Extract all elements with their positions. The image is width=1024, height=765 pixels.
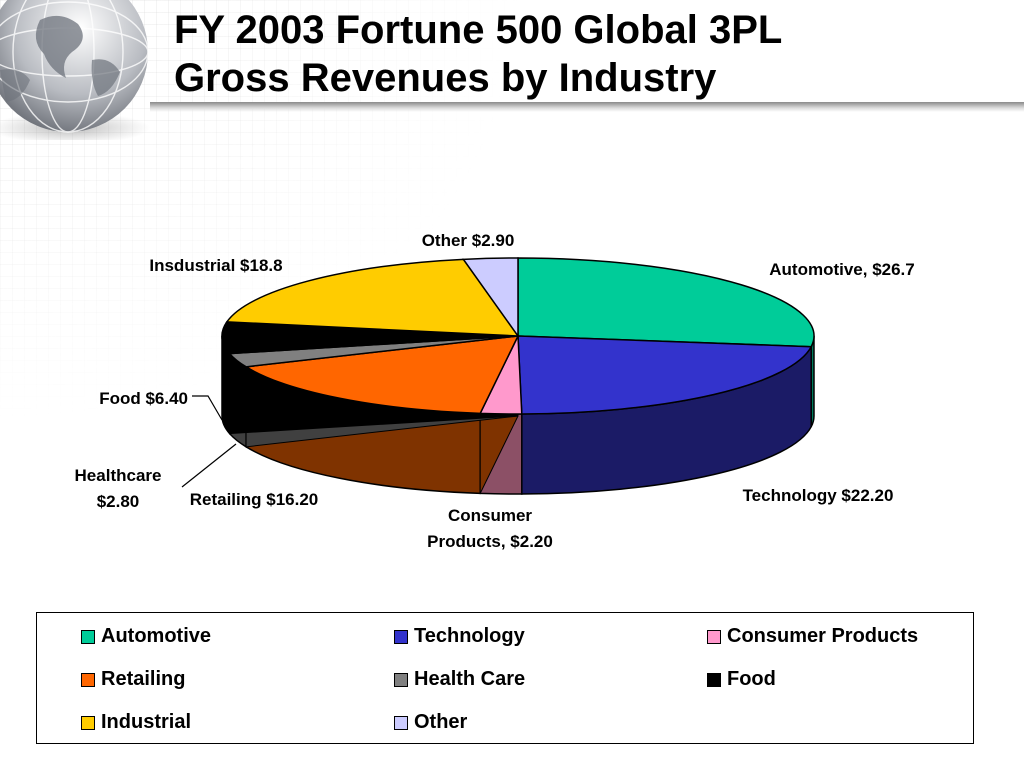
data-labels: Automotive, $26.7 Technology $22.20 Consum… — [75, 231, 915, 551]
legend-label: Retailing — [101, 668, 186, 690]
data-label-health-care: Healthcare $2.80 — [75, 466, 162, 511]
legend-swatch — [707, 629, 721, 644]
legend: Automotive Technology Consumer Products Ret… — [36, 612, 974, 744]
data-label-food: Food $6.40 — [99, 389, 188, 408]
legend-label: Health Care — [414, 668, 526, 690]
legend-item-industrial: Industrial — [81, 711, 191, 734]
legend-item-other: Other — [394, 711, 467, 734]
legend-item-food: Food — [707, 668, 776, 691]
data-label-automotive: Automotive, $26.7 — [769, 260, 915, 279]
pie-slice-industrial — [225, 258, 520, 337]
legend-label: Other — [414, 711, 468, 733]
legend-item-retailing: Retailing — [81, 668, 185, 691]
leader-line-food — [192, 395, 223, 421]
pie-chart-3d: Automotive, $26.7 Technology $22.20 Consum… — [75, 231, 915, 551]
pie-slice-technology — [517, 335, 813, 415]
pie-tops — [221, 257, 815, 415]
legend-swatch — [81, 715, 95, 730]
legend-item-automotive: Automotive — [81, 625, 211, 648]
legend-swatch — [707, 672, 721, 687]
page-title: FY 2003 Fortune 500 Global 3PL Gross Rev… — [174, 6, 994, 102]
legend-swatch — [81, 672, 95, 687]
title-divider — [150, 102, 1024, 112]
legend-item-health-care: Health Care — [394, 668, 525, 691]
data-label-consumer-products: Consumer Products, $2.20 — [427, 506, 553, 551]
legend-label: Food — [727, 668, 776, 690]
leader-lines — [181, 395, 237, 488]
legend-label: Industrial — [101, 711, 192, 733]
legend-item-consumer-products: Consumer Products — [707, 625, 918, 648]
leader-line-health-care — [181, 443, 237, 488]
legend-swatch — [394, 715, 408, 730]
title-line-2: Gross Revenues by Industry — [174, 56, 717, 100]
legend-label: Automotive — [101, 625, 211, 647]
data-label-technology: Technology $22.20 — [743, 486, 894, 505]
legend-label: Consumer Products — [727, 625, 919, 647]
legend-swatch — [394, 629, 408, 644]
title-line-1: FY 2003 Fortune 500 Global 3PL — [174, 8, 783, 52]
globe-logo — [0, 0, 170, 144]
data-label-other: Other $2.90 — [422, 231, 515, 250]
data-label-retailing: Retailing $16.20 — [190, 490, 319, 509]
pie-slice-other — [461, 257, 519, 339]
legend-item-technology: Technology — [394, 625, 525, 648]
legend-swatch — [81, 629, 95, 644]
data-label-industrial: Insdustrial $18.8 — [149, 256, 282, 275]
legend-swatch — [394, 672, 408, 687]
pie-slice-automotive — [517, 257, 815, 348]
legend-label: Technology — [414, 625, 525, 647]
pie-slice-retailing — [243, 335, 520, 415]
